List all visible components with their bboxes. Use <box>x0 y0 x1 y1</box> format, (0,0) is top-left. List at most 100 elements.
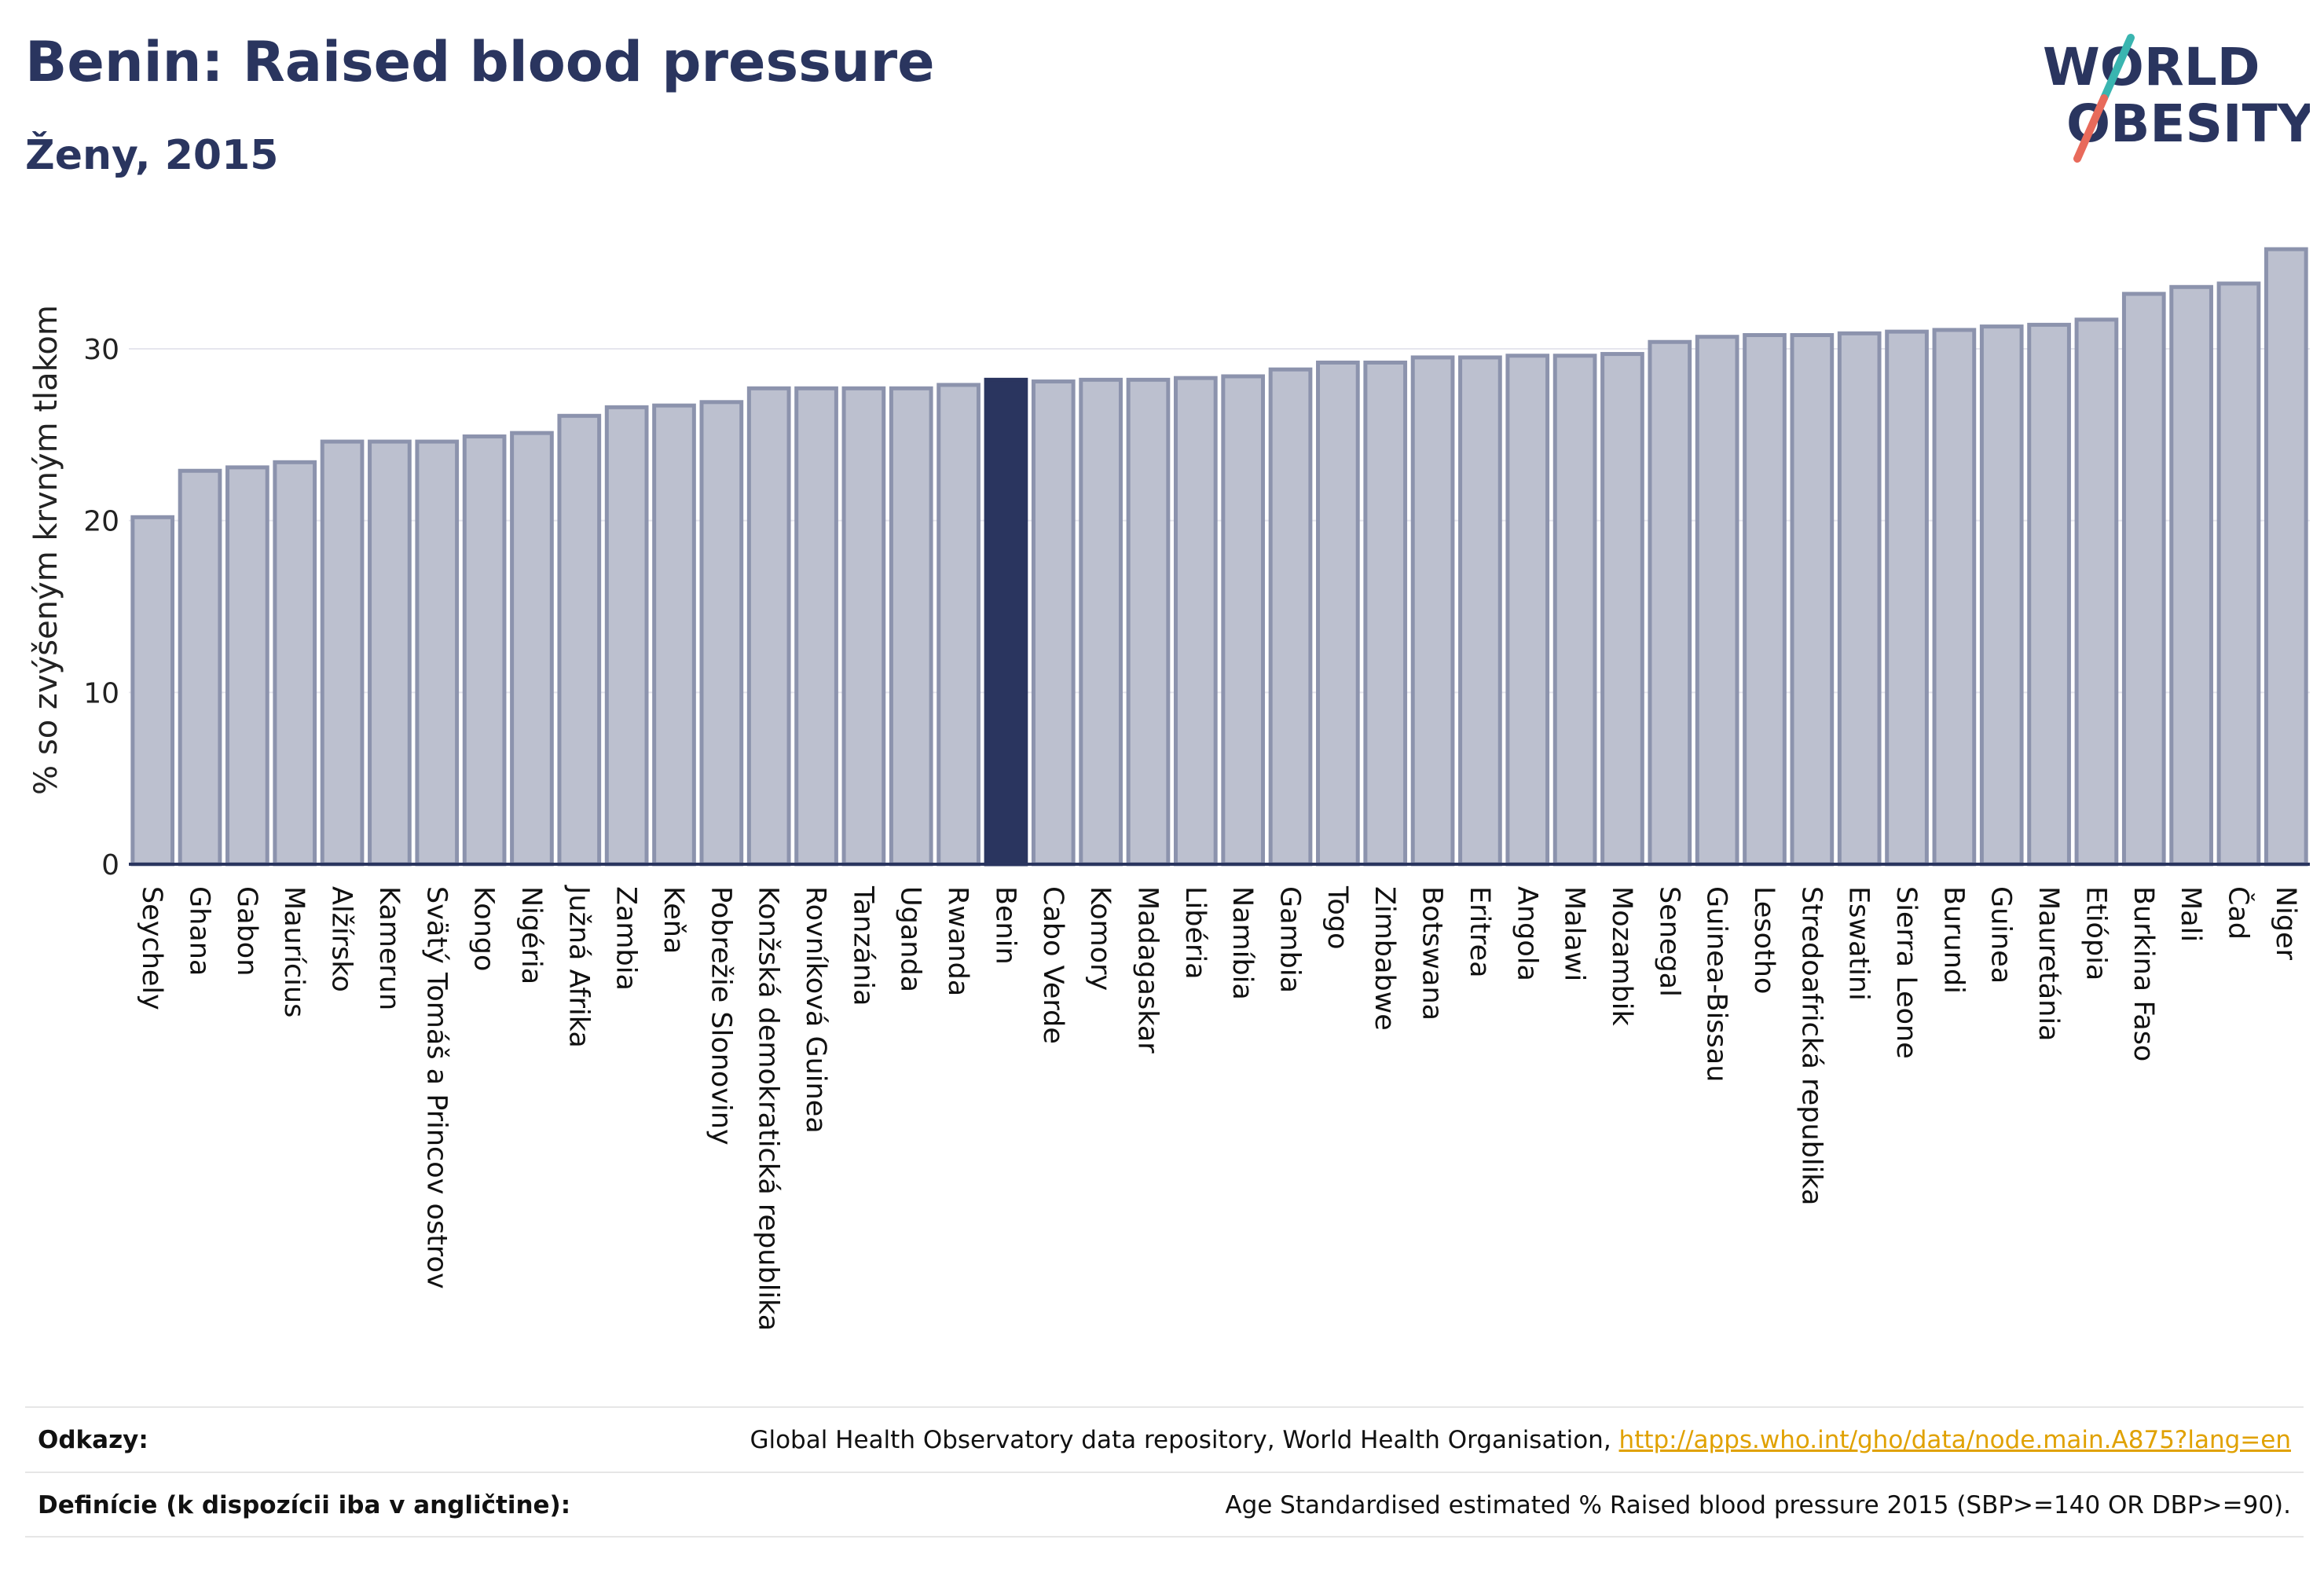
bar <box>937 383 981 867</box>
definition-row: Definície (k dispozícii iba v angličtine… <box>25 1491 2304 1523</box>
footer-divider-middle <box>25 1472 2304 1473</box>
bar <box>273 460 317 867</box>
x-tick-label: Kamerun <box>373 886 405 1010</box>
bar <box>415 439 460 867</box>
x-tick-label: Eritrea <box>1464 886 1495 978</box>
bar <box>1979 324 2024 867</box>
bar <box>699 400 744 867</box>
x-tick-label: Rwanda <box>942 886 973 996</box>
x-tick-label: Senegal <box>1653 886 1684 997</box>
y-tick-label: 0 <box>101 849 119 881</box>
bar <box>1600 352 1644 867</box>
x-tick-label: Lesotho <box>1748 886 1780 994</box>
x-tick-label: Burundi <box>1937 886 1969 994</box>
bar <box>1885 329 1929 867</box>
references-label: Odkazy: <box>38 1426 148 1454</box>
bar <box>604 405 649 867</box>
bar <box>2027 322 2071 867</box>
references-link[interactable]: http://apps.who.int/gho/data/node.main.A… <box>1618 1426 2291 1454</box>
logo-line-1: WORLD <box>2043 37 2260 97</box>
x-tick-label: Mauretánia <box>2033 886 2064 1042</box>
x-tick-label: Angola <box>1511 886 1542 981</box>
bar <box>652 403 696 867</box>
bar <box>1648 339 1692 867</box>
bar <box>1458 355 1502 867</box>
y-axis-label: % so zvýšeným krvným tlakom <box>28 305 64 795</box>
bar <box>1079 377 1123 867</box>
bar <box>1221 374 1266 867</box>
bar-chart: 0 10 20 30 % so zvýšeným krvným tlakom Seyche… <box>28 247 2310 1331</box>
x-tick-label: Ghana <box>184 886 215 976</box>
bar <box>225 465 269 867</box>
bar <box>2074 317 2119 867</box>
references-row: Odkazy: Global Health Observatory data r… <box>25 1426 2304 1457</box>
x-tick-label: Rovníková Guinea <box>800 886 831 1134</box>
x-tick-label: Južná Afrika <box>563 885 594 1048</box>
bar <box>794 386 838 867</box>
bar <box>1126 377 1171 867</box>
bar <box>368 439 412 867</box>
x-tick-label: Burkina Faso <box>2128 886 2159 1061</box>
bar <box>1363 360 1408 867</box>
x-tick-label: Zimbabwe <box>1369 886 1400 1031</box>
references-value: Global Health Observatory data repositor… <box>750 1426 2291 1454</box>
bar <box>557 413 602 867</box>
x-tick-label: Guinea-Bissau <box>1701 886 1732 1082</box>
x-tick-label: Guinea <box>1985 886 2017 984</box>
bar <box>2169 284 2213 867</box>
x-tick-label: Tanzánia <box>847 885 878 1006</box>
x-tick-label: Maurícius <box>278 886 310 1017</box>
x-tick-label: Eswatini <box>1843 886 1875 1001</box>
y-tick-label: 30 <box>83 334 119 366</box>
bar <box>1505 354 1550 867</box>
x-tick-label: Niger <box>2270 886 2301 961</box>
bar <box>1173 376 1218 867</box>
x-tick-label: Togo <box>1321 885 1353 949</box>
x-tick-label: Zambia <box>610 886 642 991</box>
footer-divider-bottom <box>25 1536 2304 1538</box>
x-tick-label: Alžírsko <box>326 886 357 992</box>
chart-title: Benin: Raised blood pressure <box>25 30 935 94</box>
x-tick-label: Libéria <box>1179 886 1211 980</box>
bar <box>1268 367 1313 867</box>
x-tick-label: Keňa <box>658 886 689 954</box>
bar <box>130 515 175 867</box>
x-tick-label: Sierra Leone <box>1890 886 1922 1059</box>
x-tick-label: Gabon <box>231 886 262 976</box>
definition-text: Age Standardised estimated % Raised bloo… <box>1225 1491 2291 1519</box>
x-tick-label: Nigéria <box>515 886 547 984</box>
x-tick-label: Botswana <box>1417 886 1448 1021</box>
x-tick-label: Mali <box>2175 886 2206 942</box>
bar <box>889 386 933 867</box>
x-tick-label: Etiópia <box>2080 886 2111 980</box>
bar <box>1031 379 1076 867</box>
bar <box>746 386 791 867</box>
y-tick-label: 10 <box>83 677 119 709</box>
bar <box>1932 328 1977 867</box>
bar <box>1316 360 1360 867</box>
bar <box>510 431 554 867</box>
x-tick-label: Kongo <box>468 886 500 971</box>
bar <box>1552 354 1597 867</box>
bar <box>1837 331 1882 867</box>
x-tick-label: Svätý Tomáš a Princov ostrov <box>420 886 452 1289</box>
x-tick-label: Seychely <box>136 886 167 1010</box>
bar <box>984 377 1028 867</box>
bar <box>1695 335 1739 867</box>
footer-divider-top <box>25 1406 2304 1408</box>
logo-slash-teal <box>2100 34 2135 102</box>
x-tick-label: Mozambik <box>1606 886 1637 1026</box>
bar <box>841 386 886 867</box>
bar <box>178 468 222 867</box>
x-tick-label: Gambia <box>1274 886 1306 993</box>
bar <box>2264 247 2308 867</box>
x-tick-label: Cabo Verde <box>1037 886 1069 1044</box>
x-tick-label: Čad <box>2222 886 2255 940</box>
references-text: Global Health Observatory data repositor… <box>750 1426 1619 1454</box>
world-obesity-logo: WORLD OBESITY <box>2043 34 2310 163</box>
x-tick-label: Stredoafrická republika <box>1795 886 1827 1205</box>
x-tick-label: Komory <box>1084 886 1116 991</box>
x-tick-label: Pobrežie Slonoviny <box>705 886 736 1145</box>
bar <box>1790 333 1835 867</box>
bar <box>462 434 507 867</box>
